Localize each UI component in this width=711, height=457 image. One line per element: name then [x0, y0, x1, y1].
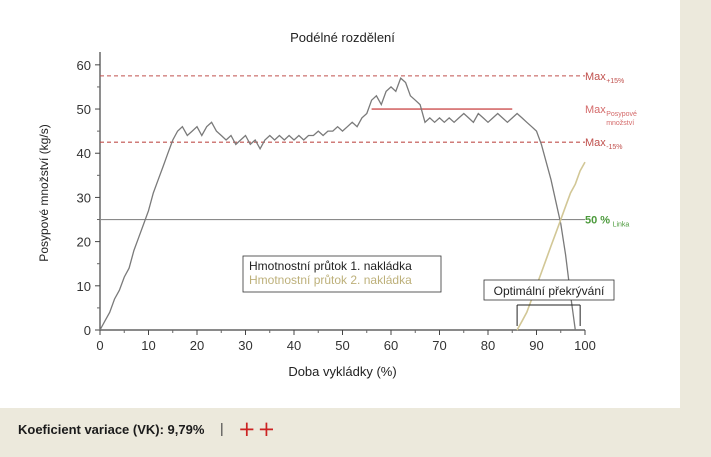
chart: Podélné rozdělení 0 10 20 30 40 50 60 70 80 90 100 0…: [37, 30, 637, 379]
y-tick-label: 40: [77, 146, 91, 161]
x-tick-label: 90: [529, 338, 543, 353]
legend-entry-2: Hmotnostní průtok 2. nakládka: [249, 273, 412, 287]
x-tick-label: 40: [287, 338, 301, 353]
x-tick-label: 30: [238, 338, 252, 353]
chart-title: Podélné rozdělení: [290, 30, 395, 45]
caption-separator: |: [220, 420, 224, 436]
y-tick-label: 20: [77, 235, 91, 250]
reference-line-label: Max: [585, 104, 606, 116]
series-line-2: [516, 161, 586, 331]
y-axis-label: Posypové množství (kg/s): [37, 124, 51, 261]
x-tick-label: 60: [384, 338, 398, 353]
annotation-label: Optimální překrývání: [494, 284, 605, 298]
reference-line-sublabel: -15%: [606, 144, 622, 151]
reference-line-sublabel-line: -15%: [606, 144, 622, 151]
chart-panel: Podélné rozdělení 0 10 20 30 40 50 60 70 80 90 100 0…: [0, 0, 680, 408]
x-tick-label: 80: [481, 338, 495, 353]
rating-badge: ++: [238, 417, 278, 441]
reference-line-sublabel-line: množství: [606, 120, 634, 127]
reference-line-sublabel-line: +15%: [606, 78, 624, 85]
x-tick-label: 50: [335, 338, 349, 353]
x-tick-label: 10: [141, 338, 155, 353]
y-tick-label: 0: [84, 323, 91, 338]
y-tick-label: 30: [77, 190, 91, 205]
x-tick-label: 100: [574, 338, 596, 353]
reference-line-label: 50 %: [585, 215, 610, 227]
reference-line-sublabel-line: Posypové: [606, 111, 637, 118]
series-line-1: [99, 76, 576, 331]
reference-line-sublabel-line: Linka: [613, 222, 630, 229]
annotation-box: [483, 279, 615, 301]
reference-line-sublabel: Posypové množství: [606, 111, 637, 127]
x-tick-label: 70: [432, 338, 446, 353]
legend-entry-1: Hmotnostní průtok 1. nakládka: [249, 259, 412, 273]
reference-line-sublabel: +15%: [606, 78, 624, 85]
reference-line-label: Max: [585, 137, 606, 149]
x-tick-label: 0: [96, 338, 103, 353]
y-tick-label: 60: [77, 58, 91, 73]
y-tick-label: 10: [77, 279, 91, 294]
x-axis-label: Doba vykládky (%): [288, 364, 396, 379]
y-tick-label: 50: [77, 102, 91, 117]
variation-coefficient-caption: Koeficient variace (VK): 9,79%: [18, 422, 205, 437]
x-tick-label: 20: [190, 338, 204, 353]
reference-line-sublabel: Linka: [613, 222, 630, 229]
legend-box: [242, 255, 442, 293]
reference-line-label: Max: [585, 71, 606, 83]
